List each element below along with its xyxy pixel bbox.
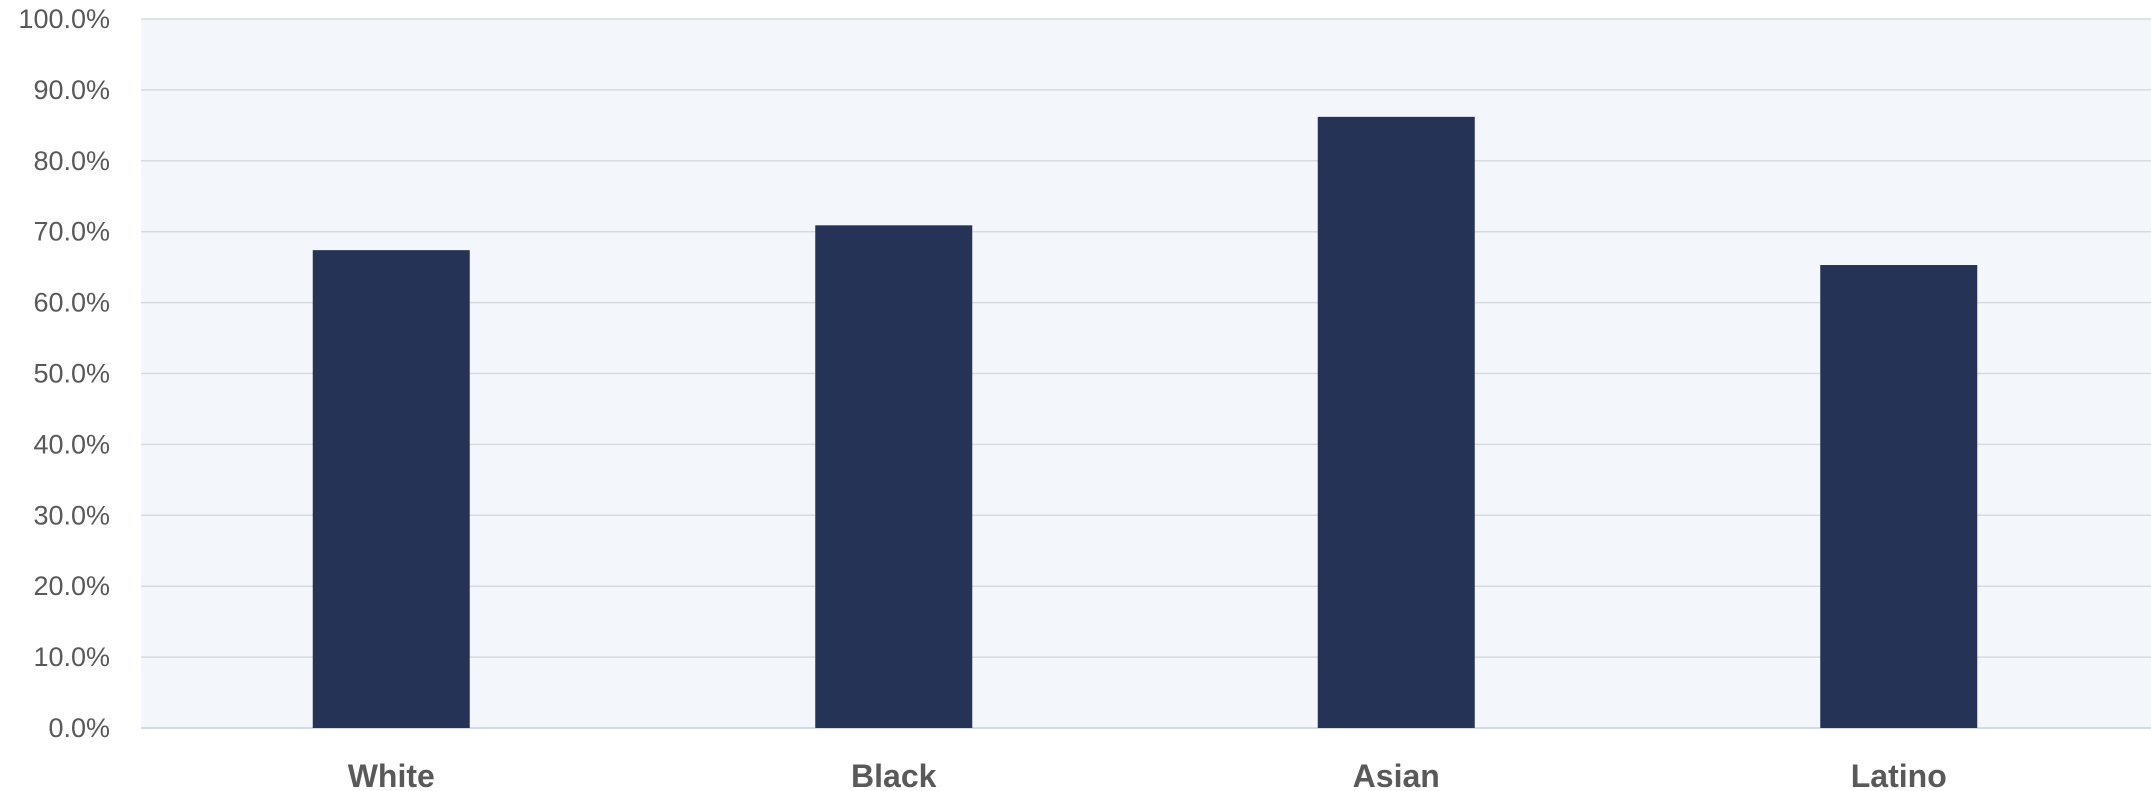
y-tick-label: 20.0% [33, 571, 110, 601]
bar-latino [1820, 265, 1978, 728]
y-tick-label: 10.0% [33, 642, 110, 672]
bar-asian [1317, 116, 1475, 729]
y-tick-label: 80.0% [33, 146, 110, 176]
y-tick-label: 30.0% [33, 500, 110, 530]
y-tick-label: 50.0% [33, 359, 110, 389]
x-category-label: Latino [1851, 758, 1947, 791]
y-tick-label: 100.0% [18, 4, 110, 34]
bars [312, 116, 1978, 729]
x-category-label: Asian [1353, 758, 1440, 791]
x-category-label: White [348, 758, 435, 791]
y-tick-label: 40.0% [33, 429, 110, 459]
x-category-label: Black [851, 758, 937, 791]
y-tick-label: 70.0% [33, 217, 110, 247]
gridlines [141, 18, 2151, 729]
y-axis-tick-labels: 0.0% 10.0% 20.0% 30.0% 40.0% 50.0% 60.0% 70.0% 8… [18, 4, 110, 743]
y-tick-label: 0.0% [48, 713, 110, 743]
x-axis-category-labels: White Black Asian Latino [348, 758, 1947, 791]
bar-white [312, 250, 470, 728]
y-tick-label: 90.0% [33, 75, 110, 105]
y-tick-label: 60.0% [33, 288, 110, 318]
bar-black [815, 225, 973, 728]
